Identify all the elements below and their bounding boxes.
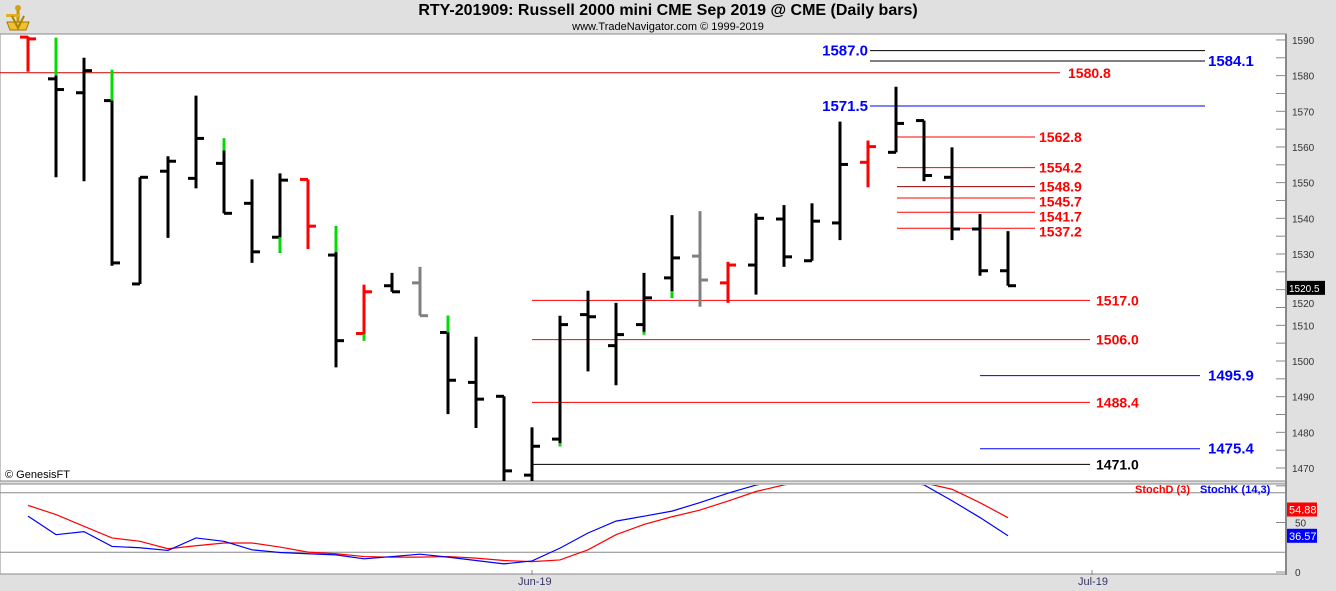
ohlc-bar (916, 119, 932, 182)
stochd-value-box (1287, 502, 1317, 517)
ohlc-bar (76, 57, 92, 182)
level-label: 1580.8 (1068, 65, 1111, 81)
axis-tick-label: 1540 (1292, 214, 1315, 225)
date-label: Jul-19 (1078, 576, 1108, 588)
chart-title: RTY-201909: Russell 2000 mini CME Sep 20… (418, 2, 918, 19)
ohlc-bar (300, 177, 316, 249)
ohlc-bars (20, 35, 1016, 481)
level-label: 1506.0 (1096, 332, 1139, 348)
level-label: 1475.4 (1208, 441, 1255, 458)
ohlc-bar (188, 95, 204, 189)
ohlc-bar (972, 214, 988, 276)
axis-tick-label: 1520 (1292, 299, 1315, 310)
level-label: 1571.5 (822, 98, 868, 115)
ohlc-bar (328, 226, 344, 368)
ohlc-bar (132, 175, 148, 286)
stochd-line (27, 485, 1009, 563)
ohlc-bar (692, 211, 708, 307)
ohlc-bar (944, 147, 960, 241)
price-axis[interactable]: 1470 1480 1490 1500 1510 1520 1530 1540 1550 1560… (1276, 34, 1325, 579)
level-label: 1537.2 (1039, 224, 1082, 240)
level-label: 1495.9 (1208, 368, 1254, 385)
ohlc-bar (748, 213, 764, 295)
stochk-line (27, 485, 1009, 565)
date-label: Jun-19 (518, 576, 552, 588)
stochastic-panel[interactable] (0, 483, 1287, 575)
ohlc-bar (636, 272, 652, 335)
watermark: © GenesisFT (5, 469, 70, 481)
axis-tick-label: 1580 (1292, 72, 1315, 83)
ohlc-bar (104, 69, 120, 266)
ohlc-bar (1000, 231, 1016, 288)
ohlc-bar (860, 140, 876, 188)
stoch-axis-label: 0 (1295, 568, 1301, 579)
price-panel[interactable] (0, 33, 1287, 482)
ohlc-bar (608, 302, 624, 386)
axis-tick-label: 1470 (1292, 464, 1315, 475)
legend-stochk: StochK (14,3) (1200, 484, 1271, 496)
ohlc-bar (496, 394, 512, 481)
ohlc-bar (216, 138, 232, 215)
axis-tick-label: 1500 (1292, 357, 1315, 368)
stoch-axis-label: 50 (1295, 519, 1307, 530)
ohlc-bar (720, 261, 736, 303)
ohlc-bar (804, 203, 820, 263)
stochastic-lines (0, 485, 1286, 565)
ohlc-bar (272, 173, 288, 253)
ohlc-bar (356, 284, 372, 341)
ohlc-bar (20, 35, 36, 72)
ohlc-bar (440, 315, 456, 415)
ohlc-bar (48, 37, 64, 178)
ohlc-bar (384, 272, 400, 294)
level-label: 1562.8 (1039, 129, 1082, 145)
level-label: 1587.0 (822, 43, 868, 60)
last-price-box (1287, 280, 1325, 295)
ohlc-bar (580, 290, 596, 372)
chart-subtitle: www.TradeNavigator.com © 1999-2019 (572, 21, 764, 33)
ohlc-bar (888, 86, 904, 154)
level-label: 1554.2 (1039, 160, 1082, 176)
stochk-value-box (1287, 528, 1317, 543)
stochk-value: 36.57 (1289, 531, 1317, 543)
level-label: 1548.9 (1039, 179, 1082, 195)
ohlc-bar (664, 215, 680, 298)
ohlc-bar (160, 156, 176, 238)
level-label: 1471.0 (1096, 456, 1139, 472)
level-label: 1517.0 (1096, 292, 1139, 308)
ohlc-bar (244, 179, 260, 263)
axis-tick-label: 1550 (1292, 179, 1315, 190)
ohlc-bar (832, 121, 848, 241)
ohlc-bar (776, 205, 792, 267)
axis-tick-label: 1480 (1292, 428, 1315, 439)
level-label: 1584.1 (1208, 53, 1254, 70)
ohlc-bar (552, 315, 568, 447)
chart-header: RTY-201909: Russell 2000 mini CME Sep 20… (0, 0, 1336, 34)
axis-tick-label: 1530 (1292, 250, 1315, 261)
stochd-value: 54.88 (1289, 505, 1317, 517)
level-label: 1541.7 (1039, 209, 1082, 225)
ohlc-bar (412, 266, 428, 318)
level-label: 1488.4 (1096, 394, 1139, 410)
last-price-label: 1520.5 (1289, 284, 1320, 295)
axis-tick-label: 1560 (1292, 143, 1315, 154)
price-levels: 1587.0 1584.1 1580.8 1571.5 1562.8 1554.2 1548… (0, 43, 1255, 472)
legend-stochd: StochD (3) (1135, 484, 1190, 496)
axis-tick-label: 1510 (1292, 321, 1315, 332)
level-label: 1545.7 (1039, 194, 1082, 210)
axis-tick-label: 1490 (1292, 393, 1315, 404)
ohlc-bar (524, 427, 540, 481)
axis-tick-label: 1590 (1292, 36, 1315, 47)
sextant-logo-icon (6, 5, 30, 31)
date-axis: Jun-19 Jul-19 (518, 570, 1108, 588)
axis-tick-label: 1570 (1292, 107, 1315, 118)
ohlc-bar (468, 336, 484, 429)
